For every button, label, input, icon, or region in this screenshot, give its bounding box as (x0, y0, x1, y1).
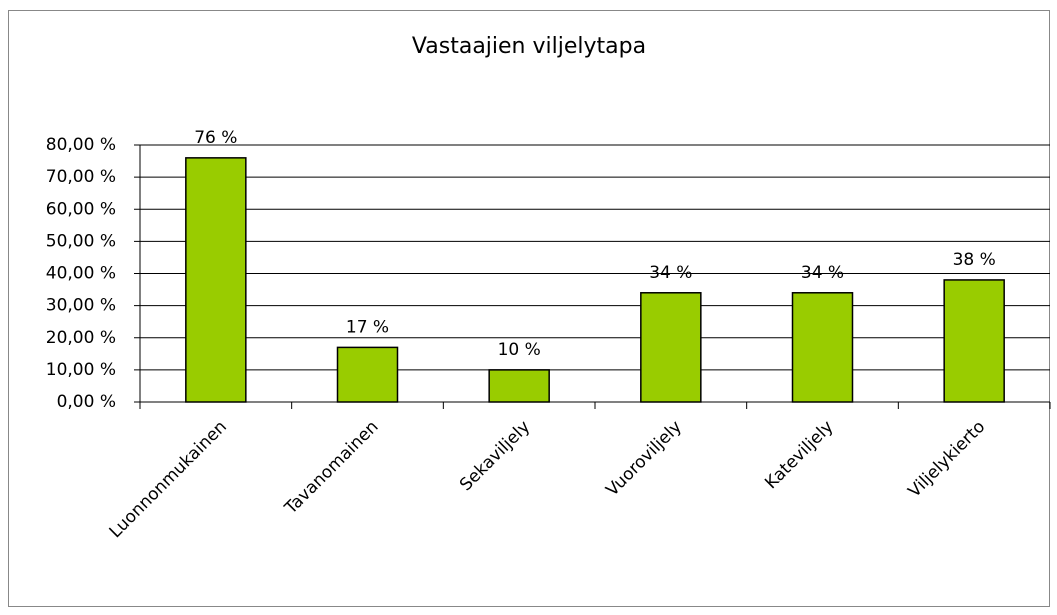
bar (640, 292, 702, 403)
y-tick-label: 10,00 % (46, 360, 116, 380)
y-tick-label: 50,00 % (46, 231, 116, 251)
y-tick-label: 20,00 % (46, 328, 116, 348)
bar (791, 292, 854, 403)
bar (943, 279, 1005, 403)
data-label: 17 % (346, 317, 389, 337)
y-tick-label: 60,00 % (46, 199, 116, 219)
data-label: 34 % (801, 263, 844, 283)
bar (336, 346, 399, 403)
y-tick-label: 0,00 % (57, 392, 116, 412)
y-tick-label: 70,00 % (46, 167, 116, 187)
bar (185, 157, 247, 403)
data-label: 34 % (649, 263, 692, 283)
chart-border (8, 10, 1050, 607)
data-label: 10 % (498, 340, 541, 360)
data-label: 38 % (953, 250, 996, 270)
y-tick-label: 30,00 % (46, 296, 116, 316)
data-label: 76 % (194, 128, 237, 148)
chart-title: Vastaajien viljelytapa (412, 34, 646, 59)
bar (488, 369, 550, 403)
y-tick-label: 40,00 % (46, 264, 116, 284)
y-tick-label: 80,00 % (46, 135, 116, 155)
